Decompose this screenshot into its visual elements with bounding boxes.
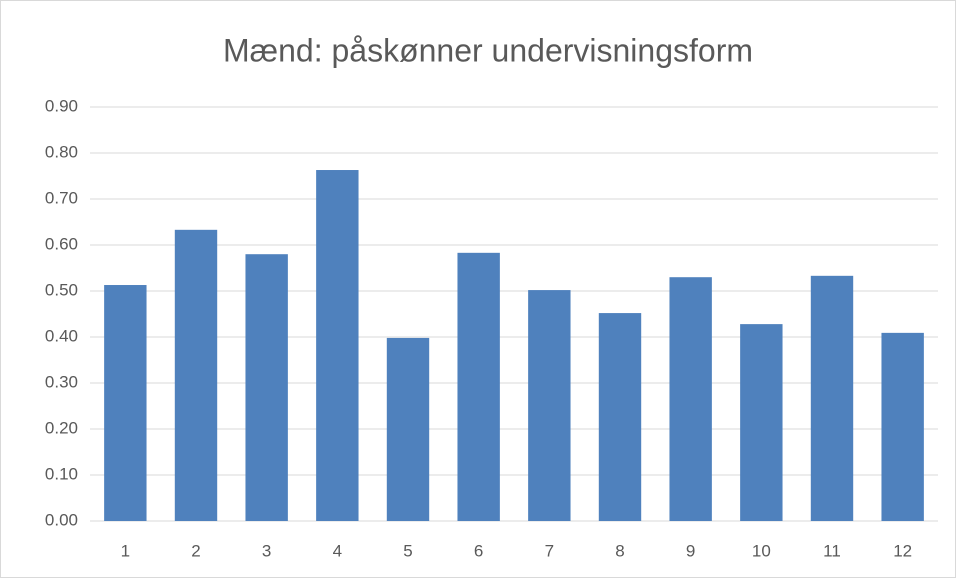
x-tick-label: 12 [893, 541, 912, 560]
x-tick-label: 6 [474, 541, 483, 560]
bar [174, 229, 218, 521]
bar [457, 252, 500, 521]
y-tick-label: 0.40 [45, 326, 78, 345]
y-tick-label: 0.20 [45, 418, 78, 437]
bar [245, 254, 288, 521]
y-tick-label: 0.30 [45, 372, 78, 391]
chart-title: Mænd: påskønner undervisningsform [223, 32, 753, 68]
x-tick-label: 10 [752, 541, 771, 560]
x-tick-label: 4 [333, 541, 342, 560]
x-tick-label: 2 [191, 541, 200, 560]
x-tick-label: 8 [615, 541, 624, 560]
x-tick-label: 5 [403, 541, 412, 560]
bar [598, 313, 642, 521]
bar [669, 277, 712, 521]
y-tick-label: 0.90 [45, 96, 78, 115]
bar [104, 285, 147, 521]
x-tick-label: 7 [545, 541, 554, 560]
y-tick-label: 0.80 [45, 142, 78, 161]
y-tick-label: 0.70 [45, 188, 78, 207]
y-tick-label: 0.10 [45, 464, 78, 483]
x-tick-label: 1 [121, 541, 130, 560]
x-tick-label: 11 [823, 541, 841, 560]
bar [316, 170, 359, 521]
y-tick-label: 0.50 [45, 280, 78, 299]
bar [810, 275, 854, 521]
y-tick-label: 0.60 [45, 234, 78, 253]
bar [740, 324, 783, 521]
x-tick-label: 3 [262, 541, 271, 560]
bar [528, 290, 571, 521]
x-tick-label: 9 [686, 541, 695, 560]
bar [386, 337, 430, 521]
bar [881, 332, 924, 521]
y-tick-label: 0.00 [45, 510, 78, 529]
